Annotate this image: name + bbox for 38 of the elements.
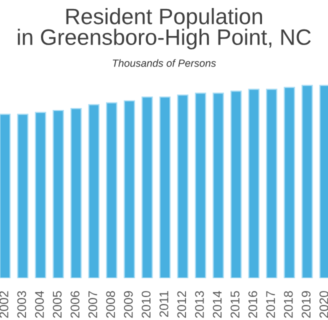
x-tick-label: 2014 [212,290,222,318]
bar [70,108,82,278]
bar [34,112,46,278]
bar [124,100,136,278]
bar [266,88,278,278]
x-tick-label: 2004 [35,290,44,318]
x-tick-label: 2018 [284,291,293,318]
x-tick-label: 2005 [52,291,62,318]
x-tick-label: 2017 [266,291,275,318]
x-tick-label: 2007 [88,291,98,318]
bar [142,96,153,278]
x-tick-label: 2006 [70,291,80,318]
x-tick-label: 2011 [159,291,168,317]
x-tick-label: 2013 [195,291,204,318]
x-tick-label: 2016 [248,291,258,318]
bar [212,92,224,278]
x-tick-label: 2015 [230,291,240,318]
x-tick-label: 2020 [319,291,328,318]
bar [230,90,242,278]
bar [248,88,260,278]
bar [0,114,11,278]
x-tick-label: 2009 [124,291,133,318]
bar [284,86,296,278]
chart-title: Resident Population in Greensboro-High Point, NC [18,8,311,50]
bar [177,94,188,278]
bar [17,114,28,278]
x-tick-label: 2012 [177,291,186,318]
bar [88,104,100,278]
bar [52,110,64,278]
bar [106,102,118,278]
chart-subtitle: Thousands of Persons [112,59,216,67]
x-tick-label: 2003 [17,291,26,318]
bar [194,92,206,278]
bar [159,96,171,278]
x-tick-label: 2008 [106,291,115,318]
x-tick-label: 2019 [302,291,311,318]
bar [302,84,313,278]
x-tick-label: 2010 [142,291,151,318]
